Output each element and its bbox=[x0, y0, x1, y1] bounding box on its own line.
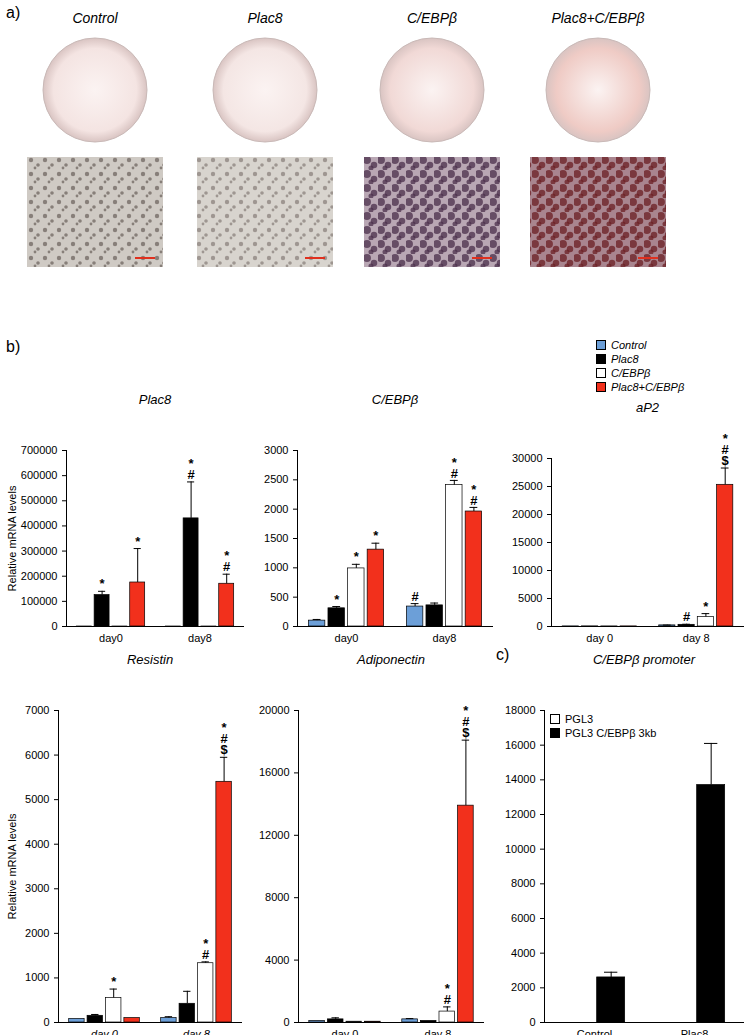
svg-text:Relative mRNA levels: Relative mRNA levels bbox=[6, 813, 18, 919]
svg-text:30000: 30000 bbox=[512, 452, 543, 464]
svg-text:14000: 14000 bbox=[505, 773, 536, 785]
svg-text:day 0: day 0 bbox=[91, 1028, 119, 1035]
svg-text:15000: 15000 bbox=[512, 536, 543, 548]
html-text:Plac8+C/EBPβ: Plac8+C/EBPβ bbox=[551, 10, 645, 26]
svg-text:0: 0 bbox=[283, 1016, 289, 1028]
svg-text:20000: 20000 bbox=[512, 508, 543, 520]
svg-text:2000: 2000 bbox=[25, 927, 49, 939]
svg-text:*: * bbox=[471, 482, 477, 497]
svg-text:0: 0 bbox=[51, 620, 57, 632]
html-text:C/EBPβ promoter: C/EBPβ promoter bbox=[593, 652, 695, 667]
svg-text:7000: 7000 bbox=[25, 704, 49, 716]
svg-text:Control: Control bbox=[577, 1028, 612, 1035]
svg-text:25000: 25000 bbox=[512, 480, 543, 492]
svg-text:Relative mRNA levels: Relative mRNA levels bbox=[6, 485, 18, 591]
svg-text:#: # bbox=[411, 589, 419, 604]
html-text:PGL3: PGL3 bbox=[565, 713, 594, 725]
svg-text:700000: 700000 bbox=[21, 444, 58, 456]
svg-text:16000: 16000 bbox=[505, 739, 536, 751]
svg-text:2500: 2500 bbox=[264, 473, 288, 485]
svg-text:*: * bbox=[373, 528, 379, 543]
svg-text:1500: 1500 bbox=[264, 532, 288, 544]
svg-text:10000: 10000 bbox=[512, 564, 543, 576]
svg-text:2000: 2000 bbox=[511, 981, 535, 993]
svg-text:*: * bbox=[111, 974, 117, 989]
svg-text:5000: 5000 bbox=[25, 793, 49, 805]
svg-text:day 0: day 0 bbox=[332, 1028, 359, 1035]
svg-text:day8: day8 bbox=[188, 632, 212, 644]
svg-text:*: * bbox=[445, 981, 451, 996]
svg-text:400000: 400000 bbox=[21, 519, 58, 531]
svg-text:3000: 3000 bbox=[25, 882, 49, 894]
svg-text:8000: 8000 bbox=[265, 891, 289, 903]
html-text:Control: Control bbox=[611, 339, 647, 351]
html-text:C/EBPβ: C/EBPβ bbox=[611, 367, 651, 379]
svg-text:1000: 1000 bbox=[25, 971, 49, 983]
svg-text:*: * bbox=[463, 703, 469, 718]
svg-text:*: * bbox=[189, 456, 195, 471]
svg-text:*: * bbox=[222, 720, 228, 735]
html-text:Plac8: Plac8 bbox=[247, 10, 283, 26]
svg-text:#: # bbox=[683, 609, 691, 624]
svg-text:2000: 2000 bbox=[264, 503, 288, 515]
svg-text:Plac8: Plac8 bbox=[681, 1028, 709, 1035]
svg-text:day 8: day 8 bbox=[183, 1028, 211, 1035]
svg-text:4000: 4000 bbox=[265, 954, 289, 966]
html-text:c): c) bbox=[496, 646, 510, 663]
html-text:Plac8: Plac8 bbox=[611, 353, 639, 365]
svg-text:5000: 5000 bbox=[518, 592, 542, 604]
svg-text:100000: 100000 bbox=[21, 595, 58, 607]
html-text:C/EBPβ: C/EBPβ bbox=[371, 392, 419, 407]
svg-text:*: * bbox=[354, 549, 360, 564]
html-text:Plac8+C/EBPβ: Plac8+C/EBPβ bbox=[611, 381, 685, 393]
svg-text:4000: 4000 bbox=[25, 838, 49, 850]
svg-text:12000: 12000 bbox=[505, 808, 536, 820]
svg-text:500000: 500000 bbox=[21, 494, 58, 506]
svg-text:*: * bbox=[100, 576, 106, 591]
svg-text:500: 500 bbox=[270, 591, 288, 603]
html-text:a): a) bbox=[6, 4, 21, 21]
svg-text:12000: 12000 bbox=[259, 829, 290, 841]
svg-text:16000: 16000 bbox=[259, 766, 290, 778]
svg-text:*: * bbox=[203, 936, 209, 951]
svg-text:10000: 10000 bbox=[505, 843, 536, 855]
svg-text:*: * bbox=[135, 534, 141, 549]
svg-text:4000: 4000 bbox=[511, 947, 535, 959]
svg-text:*: * bbox=[703, 599, 709, 614]
svg-text:day 8: day 8 bbox=[425, 1028, 452, 1035]
svg-text:18000: 18000 bbox=[505, 704, 536, 716]
svg-text:0: 0 bbox=[43, 1016, 49, 1028]
svg-text:day8: day8 bbox=[433, 632, 457, 644]
svg-text:*: * bbox=[334, 592, 340, 607]
svg-text:6000: 6000 bbox=[511, 912, 535, 924]
svg-text:0: 0 bbox=[282, 620, 288, 632]
svg-text:8000: 8000 bbox=[511, 877, 535, 889]
svg-text:*: * bbox=[452, 455, 458, 470]
html-text:C/EBPβ: C/EBPβ bbox=[407, 10, 457, 26]
svg-text:0: 0 bbox=[536, 620, 542, 632]
svg-text:1000: 1000 bbox=[264, 561, 288, 573]
html-text:Adiponectin: Adiponectin bbox=[357, 652, 425, 667]
svg-text:day0: day0 bbox=[99, 632, 123, 644]
svg-text:300000: 300000 bbox=[21, 545, 58, 557]
html-text:Control: Control bbox=[72, 10, 118, 26]
svg-text:*: * bbox=[224, 548, 230, 563]
html-text:Resistin: Resistin bbox=[126, 652, 174, 667]
svg-text:3000: 3000 bbox=[264, 444, 288, 456]
svg-text:0: 0 bbox=[529, 1016, 535, 1028]
svg-text:600000: 600000 bbox=[21, 469, 58, 481]
svg-text:6000: 6000 bbox=[25, 749, 49, 761]
html-text:aP2: aP2 bbox=[635, 400, 660, 415]
html-text:b): b) bbox=[6, 338, 21, 355]
html-text:Plac8: Plac8 bbox=[138, 392, 172, 407]
svg-text:day 0: day 0 bbox=[586, 632, 613, 644]
html-text:PGL3 C/EBPβ 3kb: PGL3 C/EBPβ 3kb bbox=[565, 727, 657, 739]
svg-text:day0: day0 bbox=[335, 632, 359, 644]
svg-text:200000: 200000 bbox=[21, 570, 58, 582]
svg-text:20000: 20000 bbox=[259, 704, 290, 716]
svg-text:day 8: day 8 bbox=[683, 632, 710, 644]
svg-text:*: * bbox=[723, 431, 729, 446]
